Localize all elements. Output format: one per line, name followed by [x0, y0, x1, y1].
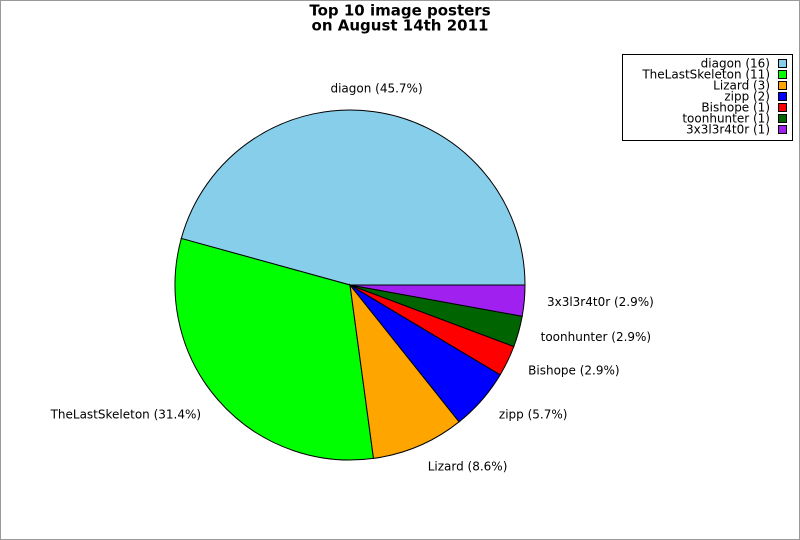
legend-swatch	[778, 59, 787, 68]
legend-swatch	[778, 114, 787, 123]
slice-label: 3x3l3r4t0r (2.9%)	[547, 295, 654, 309]
legend-label: Bishope (1)	[701, 101, 770, 115]
slice-label: zipp (5.7%)	[499, 408, 568, 422]
chart-title: Top 10 image posters	[309, 2, 490, 20]
legend-swatch	[778, 92, 787, 101]
slice-label: Bishope (2.9%)	[528, 363, 619, 377]
legend-label: diagon (16)	[701, 57, 770, 71]
slice-label: Lizard (8.6%)	[428, 459, 508, 473]
pie-slice	[349, 284, 526, 317]
chart-title: on August 14th 2011	[312, 17, 489, 35]
legend-swatch	[778, 125, 787, 134]
slice-label: toonhunter (2.9%)	[541, 330, 652, 344]
legend-swatch	[778, 81, 787, 90]
slice-label: diagon (45.7%)	[330, 82, 422, 96]
legend-swatch	[778, 103, 787, 112]
legend-swatch	[778, 70, 787, 79]
legend-label: toonhunter (1)	[682, 112, 770, 126]
slice-label: TheLastSkeleton (31.4%)	[50, 408, 202, 422]
pie-slice	[349, 283, 460, 459]
pie-slice	[174, 237, 375, 461]
legend-label: TheLastSkeleton (11)	[641, 68, 770, 82]
legend-label: zipp (2)	[724, 90, 770, 104]
legend-box	[622, 54, 793, 141]
legend-label: Lizard (3)	[713, 79, 770, 93]
legend-label: 3x3l3r4t0r (1)	[686, 123, 770, 137]
pie-slice	[180, 109, 526, 286]
